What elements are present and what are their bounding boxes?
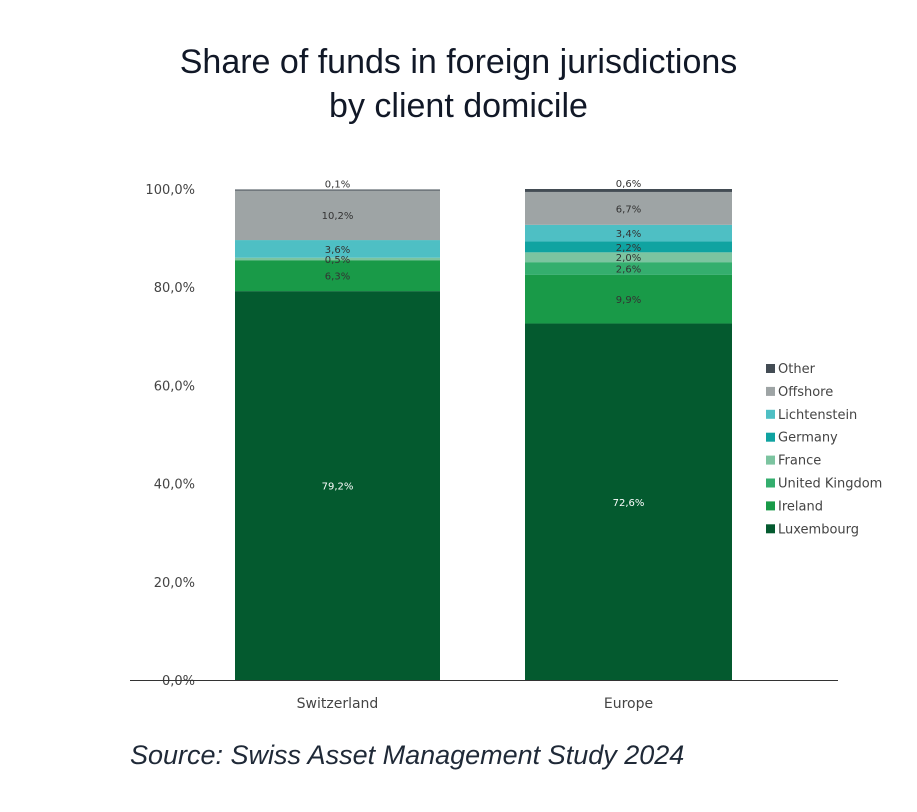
legend-label: France: [778, 454, 821, 469]
legend-swatch: [766, 386, 775, 396]
legend-swatch: [766, 455, 775, 465]
legend-swatch: [766, 432, 775, 442]
bar-segment-other: [525, 189, 732, 192]
y-tick-label: 60,0%: [154, 379, 195, 394]
bar-segment-lichtenstein: [525, 224, 732, 242]
legend-label: United Kingdom: [778, 477, 882, 492]
legend-label: Luxembourg: [778, 522, 859, 537]
legend-label: Germany: [778, 431, 838, 446]
legend-swatch: [766, 478, 775, 488]
bar-segment-offshore: [235, 189, 440, 241]
legend-label: Ireland: [778, 499, 823, 514]
y-tick-label: 20,0%: [154, 576, 195, 591]
bar-segment-luxembourg: [525, 323, 732, 680]
bar-segment-lichtenstein: [235, 240, 440, 258]
data-label: 10,2%: [322, 211, 354, 222]
bar-segment-united-kingdom: [525, 262, 732, 275]
chart-title: Share of funds in foreign jurisdictions …: [0, 40, 917, 128]
data-label: 72,6%: [613, 498, 645, 509]
data-label: 3,6%: [325, 245, 350, 256]
data-label: 6,7%: [616, 204, 641, 215]
bar-segment-luxembourg: [235, 291, 440, 680]
y-tick-label: 40,0%: [154, 478, 195, 493]
bar-segment-ireland: [525, 274, 732, 324]
x-tick-label: Switzerland: [297, 696, 379, 712]
data-label: 0,1%: [325, 179, 350, 190]
legend-swatch: [766, 364, 775, 373]
legend-label: Lichtenstein: [778, 408, 857, 423]
legend-swatch: [766, 409, 775, 419]
x-tick-label: Europe: [604, 696, 653, 712]
chart-title-line-1: Share of funds in foreign jurisdictions: [179, 43, 738, 81]
data-label: 9,9%: [616, 295, 641, 306]
chart-title-line-2: by client domicile: [329, 87, 588, 125]
y-tick-label: 0,0%: [162, 674, 195, 689]
data-label: 6,3%: [325, 272, 350, 283]
y-tick-label: 80,0%: [154, 281, 195, 296]
source-note: Source: Swiss Asset Management Study 202…: [130, 740, 685, 770]
bar-segment-france: [235, 257, 440, 261]
data-label: 3,4%: [616, 229, 641, 240]
legend-swatch: [766, 501, 775, 511]
legend-label: Other: [778, 362, 816, 377]
data-label: 0,6%: [616, 179, 641, 190]
data-label: 79,2%: [322, 482, 354, 493]
data-label: 2,0%: [616, 253, 641, 264]
bar-segment-france: [525, 252, 732, 263]
data-label: 2,2%: [616, 243, 641, 254]
bar-segment-other: [235, 189, 440, 191]
legend-label: Offshore: [778, 385, 833, 400]
legend-swatch: [766, 524, 775, 534]
bar-segment-offshore: [525, 191, 732, 225]
bar-segment-ireland: [235, 260, 440, 292]
data-label: 2,6%: [616, 265, 641, 276]
y-tick-label: 100,0%: [145, 183, 195, 198]
bar-segment-germany: [525, 241, 732, 253]
data-label: 0,5%: [325, 255, 350, 266]
